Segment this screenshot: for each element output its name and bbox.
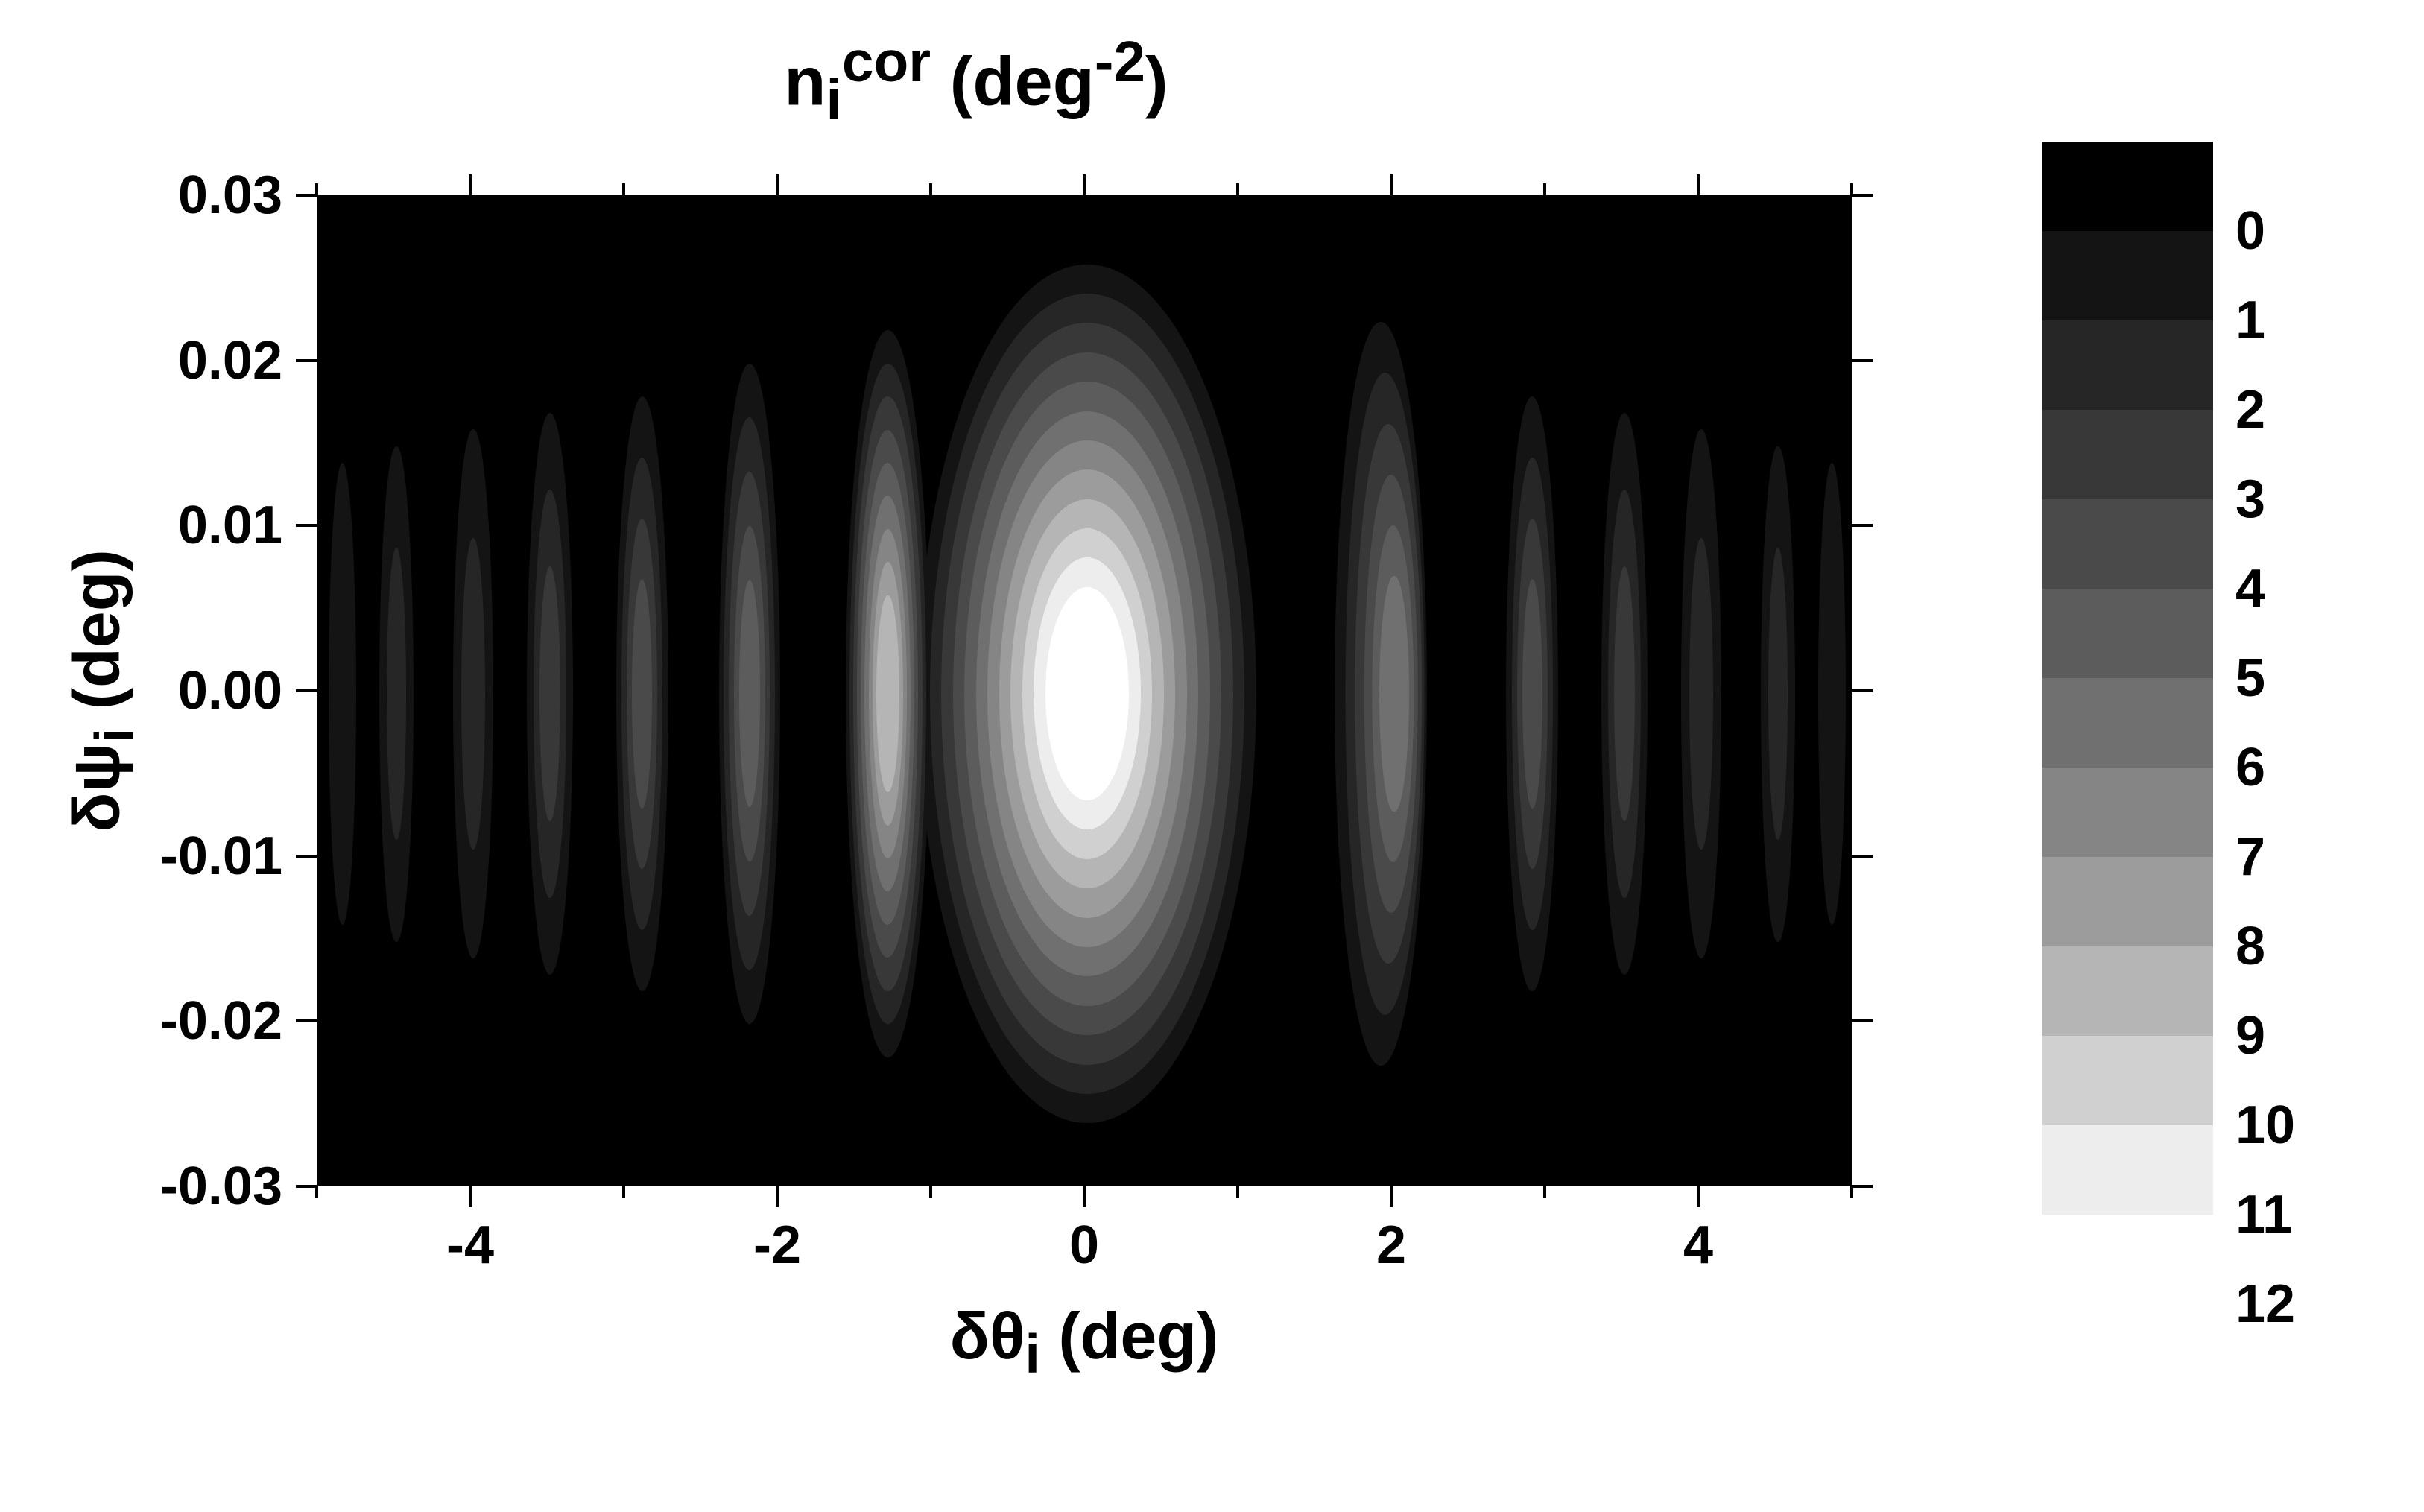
colorbar-label: 6 (2235, 737, 2265, 798)
contour-layer (1818, 463, 1846, 926)
x-axis-label: δθi (deg) (950, 1298, 1219, 1385)
colorbar-label: 11 (2235, 1184, 2292, 1245)
tick (296, 194, 317, 197)
tick (1543, 1186, 1546, 1198)
tick (469, 174, 472, 195)
tick (776, 1186, 779, 1207)
colorbar-label: 4 (2235, 558, 2265, 619)
tick (622, 1186, 625, 1198)
contour-layer (1689, 538, 1713, 850)
tick (1390, 1186, 1393, 1207)
tick (1852, 194, 1873, 197)
contour-layer (539, 566, 560, 821)
tick (1852, 855, 1873, 858)
colorbar-label: 8 (2235, 916, 2265, 977)
colorbar-segment (2042, 589, 2213, 678)
tick-label: 0.01 (178, 495, 282, 556)
colorbar-label: 10 (2235, 1095, 2295, 1156)
colorbar-segment (2042, 768, 2213, 857)
tick (1697, 174, 1700, 195)
tick-label: -0.02 (160, 990, 282, 1051)
tick-label: -0.01 (160, 826, 282, 887)
tick (469, 1186, 472, 1207)
tick (1236, 1186, 1239, 1198)
colorbar-segment (2042, 1036, 2213, 1125)
tick (1852, 689, 1873, 692)
tick (776, 174, 779, 195)
contour-layer (739, 580, 760, 807)
tick (1852, 1019, 1873, 1022)
colorbar-segment (2042, 1215, 2213, 1304)
chart-title: nicor (deg-2) (784, 30, 1168, 133)
tick (1236, 183, 1239, 195)
tick-label: 0.00 (178, 660, 282, 721)
figure: nicor (deg-2) δθi (deg) δψi (deg) -4 -2 0 2… (0, 0, 2424, 1512)
colorbar-label: 5 (2235, 648, 2265, 709)
tick (929, 1186, 932, 1198)
tick-label: -4 (446, 1215, 494, 1276)
colorbar-segment (2042, 946, 2213, 1036)
contour-layer (461, 538, 485, 850)
colorbar-segment (2042, 410, 2213, 499)
colorbar-label: 1 (2235, 290, 2265, 351)
colorbar-segment (2042, 142, 2213, 231)
tick (1083, 174, 1086, 195)
tick (622, 183, 625, 195)
contour-layer (876, 595, 899, 792)
tick (1390, 174, 1393, 195)
tick-label: 0.03 (178, 165, 282, 226)
tick-label: -0.03 (160, 1156, 282, 1217)
contour-layer (387, 548, 407, 840)
contour-layer (329, 463, 356, 926)
plot-area (317, 195, 1852, 1186)
tick (296, 1185, 317, 1188)
colorbar-label: 9 (2235, 1005, 2265, 1066)
tick (1543, 183, 1546, 195)
tick (1850, 1186, 1853, 1198)
tick (1852, 524, 1873, 527)
tick-label: 0 (1069, 1215, 1099, 1276)
contour-layer (1768, 548, 1788, 840)
tick (1852, 1185, 1873, 1188)
tick (296, 689, 317, 692)
colorbar-label: 7 (2235, 826, 2265, 888)
tick-label: 0.02 (178, 330, 282, 391)
tick (296, 359, 317, 362)
tick (315, 1186, 318, 1198)
colorbar-segment (2042, 857, 2213, 946)
contour-layer (1045, 587, 1130, 800)
tick (1083, 1186, 1086, 1207)
tick (296, 855, 317, 858)
contour-layer (632, 579, 652, 808)
colorbar-label: 12 (2235, 1274, 2295, 1335)
colorbar-segment (2042, 320, 2213, 410)
contour-layer (1522, 579, 1542, 808)
tick (296, 1019, 317, 1022)
colorbar-segment (2042, 231, 2213, 320)
colorbar-segment (2042, 499, 2213, 589)
colorbar (2042, 142, 2213, 1304)
tick (1697, 1186, 1700, 1207)
tick-label: -2 (753, 1215, 801, 1276)
colorbar-label: 2 (2235, 379, 2265, 440)
contour-layer (1379, 576, 1408, 812)
colorbar-label: 3 (2235, 469, 2265, 530)
tick-label: 4 (1683, 1215, 1713, 1276)
y-axis-label: δψi (deg) (59, 549, 146, 832)
tick (296, 524, 317, 527)
tick (929, 183, 932, 195)
colorbar-segment (2042, 1125, 2213, 1215)
tick-label: 2 (1376, 1215, 1406, 1276)
colorbar-label: 0 (2235, 200, 2265, 262)
tick (1852, 359, 1873, 362)
colorbar-segment (2042, 678, 2213, 768)
contour-layer (1614, 566, 1635, 821)
